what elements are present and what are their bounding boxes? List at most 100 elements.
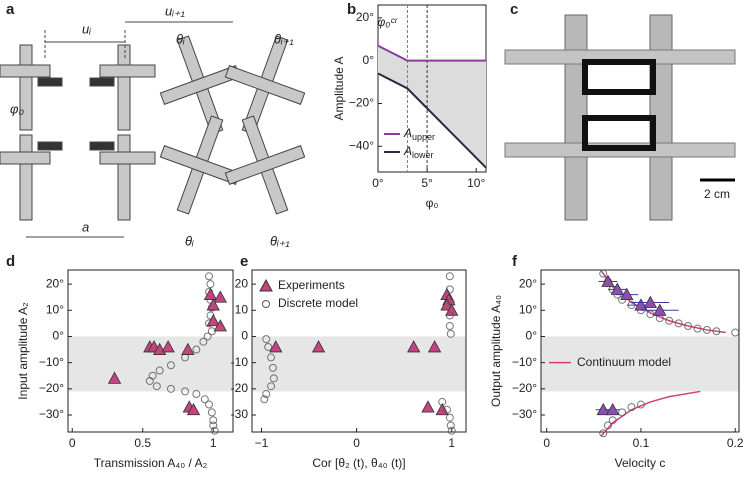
legend-label: Continuum model [577, 355, 671, 369]
data-point [213, 319, 227, 332]
legend-label: Aupper [403, 126, 435, 142]
y-tick-label: −10° [39, 355, 64, 369]
x-axis-label: Velocity c [615, 456, 666, 470]
y-axis-label: Output amplitude A₄₀ [489, 295, 503, 407]
data-point [206, 313, 220, 327]
data-point [603, 421, 612, 430]
data-point [643, 295, 658, 308]
panel-label: a [6, 1, 15, 18]
data-point [445, 272, 454, 281]
y-tick-label: −30° [512, 407, 537, 421]
data-point [608, 416, 617, 425]
data-point [269, 374, 278, 383]
legend-swatch [262, 300, 270, 308]
diagram-label: θᵢ₊₁ [274, 31, 294, 46]
data-point [209, 421, 218, 430]
x-tick-label: 1 [448, 436, 455, 450]
y-tick-label: 10° [519, 302, 537, 316]
x-tick-label: 1 [210, 436, 217, 450]
y-tick-label: -30 [231, 407, 249, 421]
data-point [445, 322, 454, 331]
data-point [605, 402, 620, 416]
panel-label: c [510, 1, 518, 18]
data-point [268, 363, 277, 372]
y-axis-label: Amplitude A [332, 56, 346, 120]
legend-label: Alower [403, 144, 434, 160]
y-tick-label: 20° [519, 276, 537, 290]
data-point [210, 426, 219, 435]
data-point [447, 426, 456, 435]
data-point [209, 416, 218, 425]
line-series [377, 72, 487, 169]
data-point [636, 400, 645, 409]
panel-label: e [240, 253, 248, 270]
data-point [264, 342, 273, 351]
data-point [206, 298, 220, 311]
data-point [203, 287, 218, 301]
data-point [435, 402, 449, 416]
y-tick-label: 0 [241, 329, 248, 343]
data-point [599, 429, 608, 438]
data-point [152, 382, 161, 391]
scale-label: 2 cm [704, 187, 730, 201]
data-point [267, 353, 276, 362]
data-point [427, 340, 442, 353]
data-point [684, 322, 693, 331]
data-point [207, 408, 216, 417]
data-point [618, 408, 627, 417]
y-tick-label: 0° [526, 329, 538, 343]
data-point [213, 290, 227, 303]
data-point [653, 303, 667, 316]
x-tick-label: 5° [421, 176, 433, 190]
axes-box [540, 269, 740, 433]
y-axis-label: Input amplitude A₂ [16, 302, 30, 400]
x-tick-label: 0.1 [633, 436, 650, 450]
panel-label: f [512, 253, 518, 270]
data-point [203, 332, 212, 341]
data-point [199, 337, 208, 346]
diagram-label: φ₀ [10, 101, 24, 116]
data-point [665, 316, 674, 325]
data-point [620, 287, 634, 301]
x-tick-label: 0.5 [134, 436, 151, 450]
data-point [262, 390, 271, 399]
y-tick-label: -20 [231, 381, 249, 395]
data-point [145, 376, 154, 385]
y-tick-label: −20° [39, 381, 64, 395]
diagram-label: a [82, 219, 89, 234]
data-point [731, 328, 740, 337]
data-point [192, 345, 201, 354]
data-point [446, 298, 455, 307]
x-tick-label: 0° [372, 176, 384, 190]
x-axis-label: Cor [θ₂ (t), θ₄₀ (t)] [312, 456, 405, 470]
x-tick-label: −1 [255, 436, 269, 450]
panel-label: b [347, 1, 356, 18]
y-tick-label: 10° [46, 302, 64, 316]
data-point [442, 405, 451, 414]
y-tick-label: −30° [39, 407, 64, 421]
data-point [192, 390, 201, 399]
diagram-a [0, 21, 306, 238]
data-point [712, 327, 721, 336]
y-tick-label: 10 [235, 302, 249, 316]
data-point [181, 387, 190, 396]
data-point [155, 366, 164, 375]
diagram-label: θᵢ₊₁ [270, 233, 290, 248]
data-point [166, 384, 175, 393]
data-point [161, 340, 175, 353]
axes-box [67, 269, 234, 433]
shaded-band [252, 336, 466, 392]
data-point [601, 274, 615, 287]
x-tick-label: 0 [353, 436, 360, 450]
data-point [438, 397, 447, 406]
data-point [445, 285, 454, 294]
x-tick-label: 0.2 [727, 436, 744, 450]
y-tick-label: −10° [512, 355, 537, 369]
diagram-label: uᵢ [82, 21, 91, 36]
data-point [446, 329, 455, 338]
data-point [311, 340, 326, 353]
y-tick-label: 20° [356, 10, 374, 24]
data-point [445, 311, 454, 320]
data-point [407, 340, 421, 353]
y-tick-label: 0° [363, 53, 375, 67]
